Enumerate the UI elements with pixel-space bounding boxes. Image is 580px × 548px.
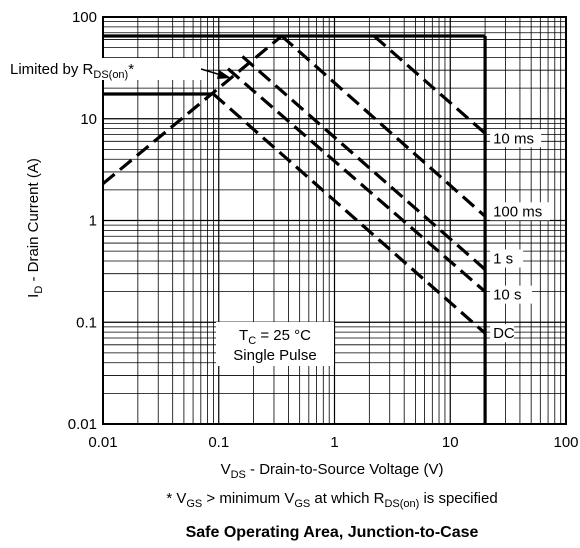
- tick-labels: 0.01 0.1 1 10 100 0.01 0.1 1 10 100: [68, 9, 579, 451]
- series-label: 100 ms: [493, 203, 542, 220]
- series-line-DC: [212, 92, 487, 335]
- series-line-10-ms: [373, 34, 487, 135]
- y-tick-label: 10: [80, 111, 97, 128]
- x-tick-label: 0.1: [208, 434, 229, 451]
- series-line-100-ms: [280, 34, 487, 218]
- series-label: 10 ms: [493, 130, 534, 147]
- y-tick-label: 0.1: [76, 314, 97, 331]
- y-tick-label: 0.01: [68, 416, 97, 433]
- limit-label-background: [4, 58, 204, 80]
- chart-title: Safe Operating Area, Junction-to-Case: [186, 524, 479, 541]
- x-tick-label: 1: [330, 434, 338, 451]
- rds-on-limit-line: [101, 34, 283, 185]
- conditions-box: [216, 322, 334, 366]
- y-axis-label: ID - Drain Current (A): [25, 158, 45, 298]
- series-line-1-s: [241, 55, 487, 271]
- conditions-line1: TC = 25 °C: [239, 327, 311, 347]
- series-labels: 10 ms 100 ms 1 s 10 s DC: [490, 129, 551, 343]
- footnote: * VGS > minimum VGS at which RDS(on) is …: [166, 490, 497, 510]
- limit-arrow-head: [217, 70, 231, 79]
- series-label-background: [490, 202, 551, 221]
- conditions-line2: Single Pulse: [233, 347, 316, 364]
- y-tick-label: 100: [72, 9, 97, 26]
- series-line-10-s: [226, 67, 487, 293]
- series-label: DC: [493, 325, 515, 342]
- x-tick-label: 10: [442, 434, 459, 451]
- series-label-background: [490, 249, 524, 268]
- series-label-background: [490, 129, 542, 148]
- plot-frame: [102, 16, 567, 425]
- x-tick-label: 100: [553, 434, 578, 451]
- series-label: 1 s: [493, 250, 513, 267]
- limit-label: Limited by RDS(on)*: [10, 61, 134, 81]
- y-tick-label: 1: [89, 213, 97, 230]
- series-label-background: [490, 285, 533, 304]
- series-label: 10 s: [493, 287, 521, 304]
- curves: [101, 34, 487, 424]
- x-tick-label: 0.01: [88, 434, 117, 451]
- limit-arrow-shaft: [200, 68, 222, 76]
- x-axis-label: VDS - Drain-to-Source Voltage (V): [221, 461, 444, 481]
- series-label-background: [490, 324, 515, 343]
